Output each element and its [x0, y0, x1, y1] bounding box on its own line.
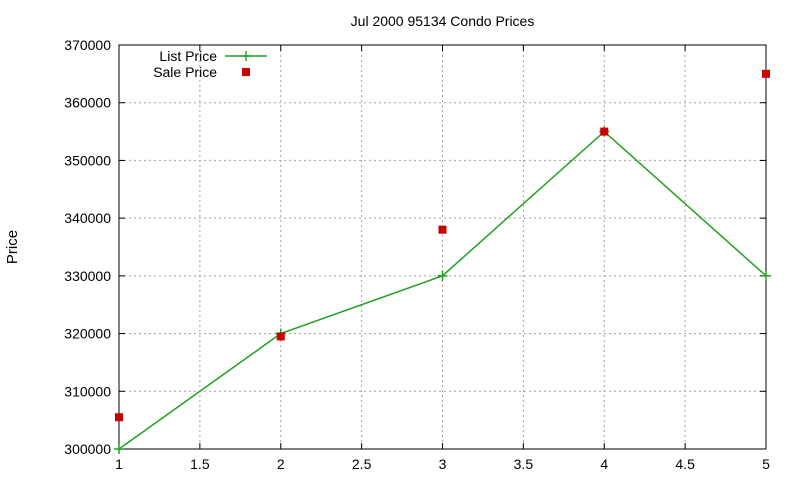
y-axis-label: Price	[4, 230, 21, 264]
x-tick-label: 3	[439, 456, 447, 472]
y-tick-label: 370000	[64, 37, 111, 53]
x-tick-label: 5	[762, 456, 770, 472]
y-tick-label: 310000	[64, 383, 111, 399]
y-tick-label: 340000	[64, 210, 111, 226]
legend-marker-list-price	[241, 51, 251, 61]
chart-title: Jul 2000 95134 Condo Prices	[351, 13, 535, 29]
legend-marker-sale-price	[242, 68, 250, 76]
legend-label-list-price: List Price	[159, 48, 217, 64]
y-tick-label: 330000	[64, 268, 111, 284]
series-sale-price	[115, 69, 770, 422]
legend: List Price Sale Price	[153, 48, 267, 80]
legend-label-sale-price: Sale Price	[153, 64, 217, 80]
x-tick-label: 2.5	[352, 456, 372, 472]
x-tick-label: 4	[600, 456, 608, 472]
x-tick-label: 3.5	[514, 456, 534, 472]
x-tick-labels: 1 1.5 2 2.5 3 3.5 4 4.5 5	[115, 456, 770, 472]
x-tick-label: 1	[115, 456, 123, 472]
x-tick-label: 4.5	[675, 456, 695, 472]
data-point-sale-price	[115, 413, 123, 422]
series-layer	[114, 69, 771, 454]
x-tick-label: 1.5	[190, 456, 210, 472]
y-tick-label: 300000	[64, 441, 111, 457]
data-point-list-price	[761, 270, 771, 281]
y-tick-label: 350000	[64, 152, 111, 168]
data-point-sale-price	[438, 225, 447, 234]
data-point-sale-price	[276, 332, 285, 341]
y-tick-label: 320000	[64, 326, 111, 342]
data-point-list-price	[437, 270, 448, 281]
y-tick-label: 360000	[64, 95, 111, 111]
data-point-sale-price	[600, 127, 609, 136]
x-tick-label: 2	[277, 456, 285, 472]
data-point-list-price	[114, 444, 124, 454]
data-point-sale-price	[762, 69, 770, 78]
grid	[119, 45, 766, 449]
y-tick-labels: 300000 310000 320000 330000 340000 350000 3600…	[64, 37, 111, 457]
